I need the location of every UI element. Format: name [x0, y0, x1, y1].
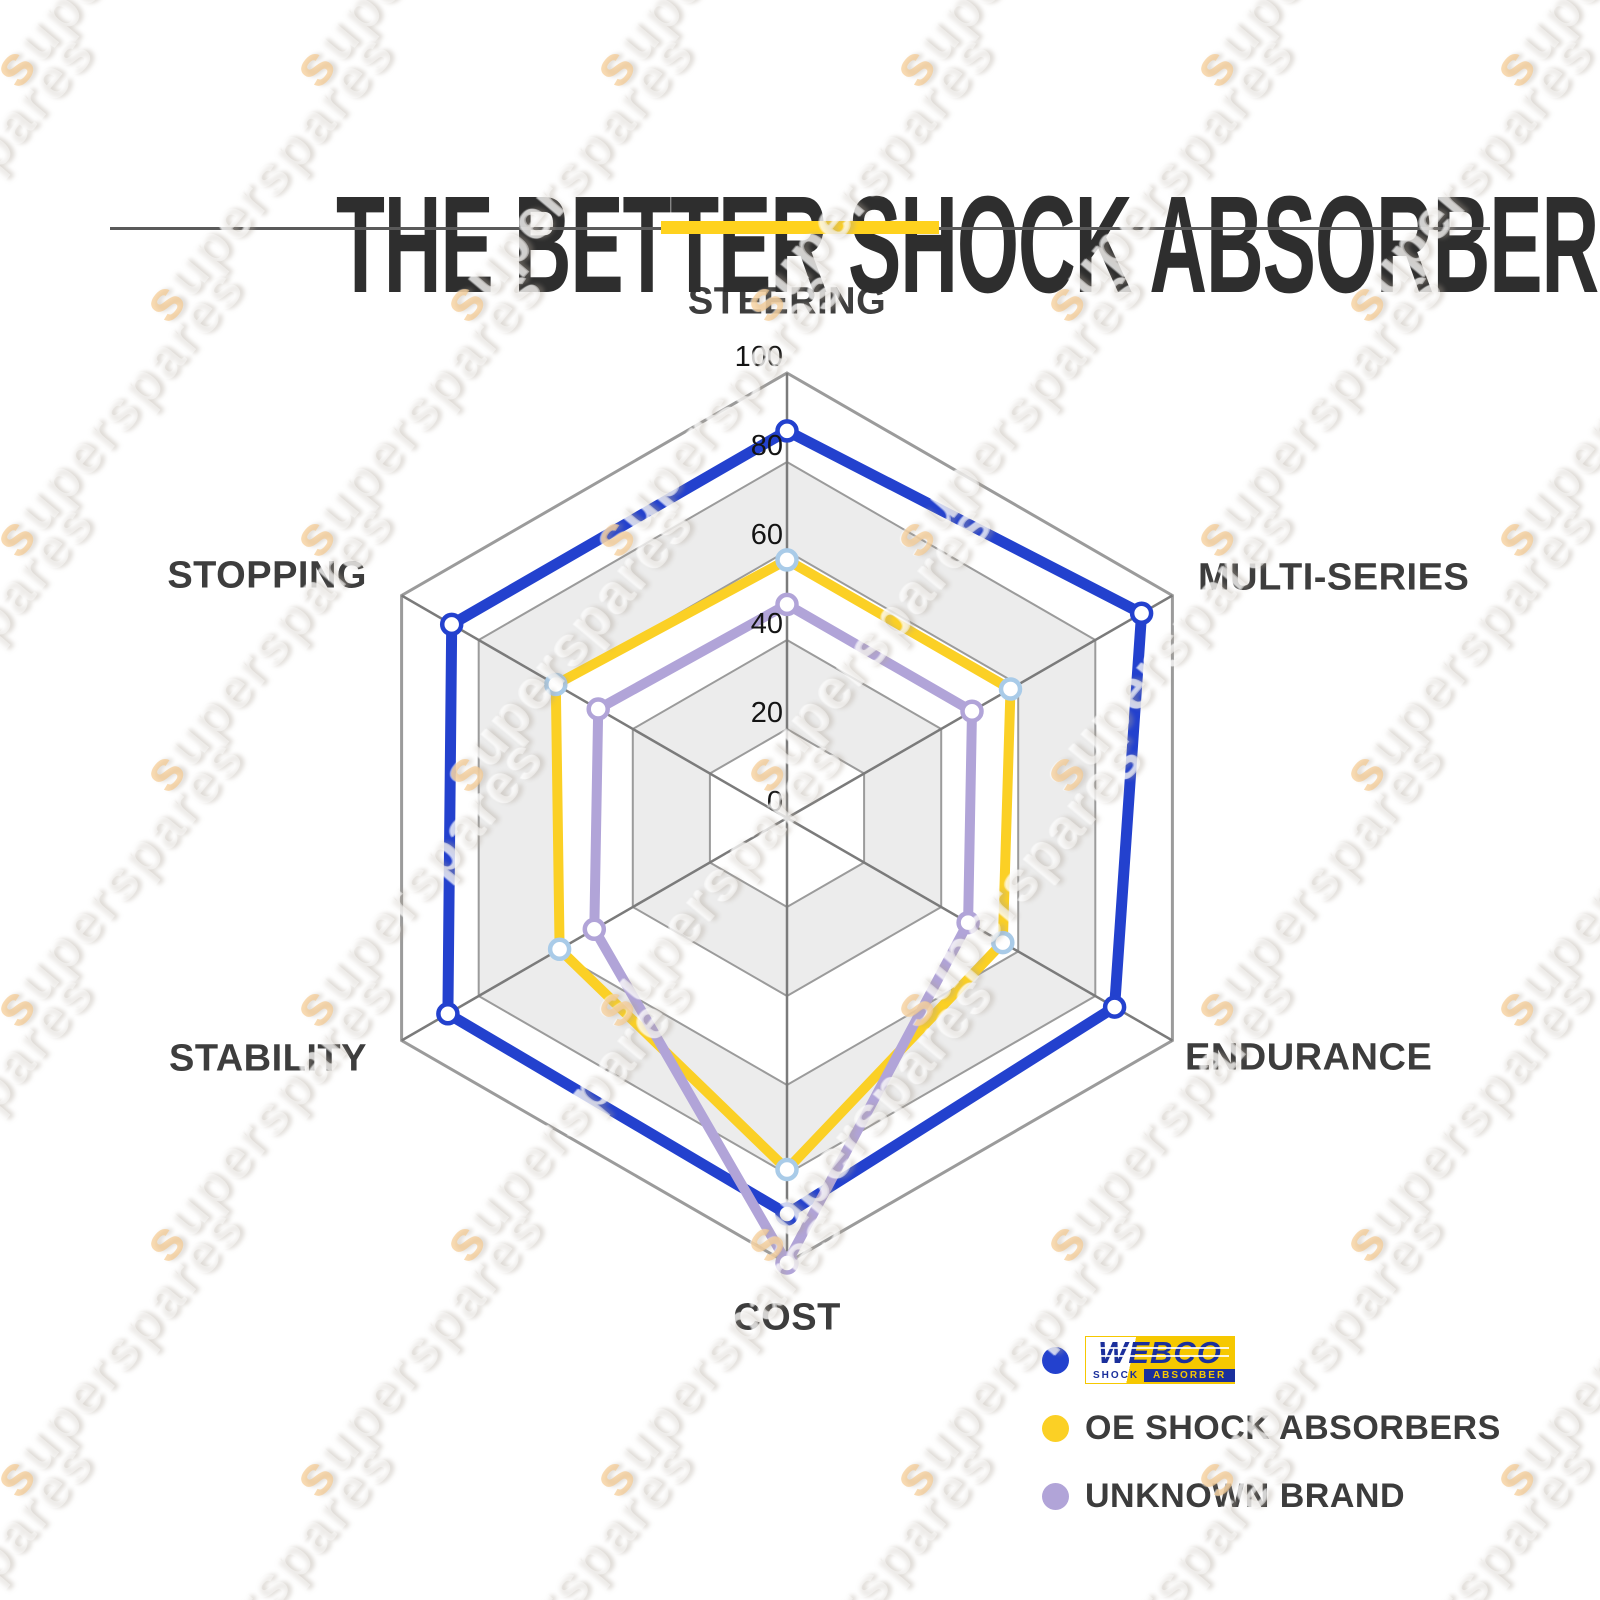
tick-label-100: 100 — [734, 341, 783, 373]
divider-accent-bar — [661, 221, 939, 234]
legend-label-oe: OE SHOCK ABSORBERS — [1085, 1408, 1501, 1447]
series-webco-marker-cost — [775, 1202, 799, 1226]
tick-label-0: 0 — [766, 786, 783, 818]
tick-label-60: 60 — [750, 519, 783, 551]
logo-stripe-decoration — [1091, 1347, 1229, 1349]
axis-label-steering: STEERING — [687, 280, 887, 323]
page-title: THE BETTER SHOCK ABSORBERS — [336, 168, 1600, 323]
logo-stripe-decoration — [1091, 1355, 1229, 1357]
legend-item-webco: WEBCO SHOCK ABSORBER — [1042, 1336, 1501, 1384]
series-oe-shock-absorbers-marker-cost — [775, 1157, 799, 1182]
series-unknown-brand-marker-stopping — [586, 697, 610, 721]
legend-swatch-unknown — [1042, 1482, 1069, 1510]
tick-label-20: 20 — [750, 697, 783, 729]
series-unknown-brand-marker-stability — [582, 917, 607, 942]
series-webco-marker-multi-series — [1129, 601, 1154, 626]
legend-item-unknown: UNKNOWN BRAND — [1042, 1472, 1501, 1520]
series-oe-shock-absorbers-marker-multi-series — [998, 677, 1023, 701]
legend-label-unknown: UNKNOWN BRAND — [1085, 1476, 1406, 1515]
webco-logo-brand: WEBCO — [1098, 1336, 1222, 1370]
series-unknown-brand-marker-cost — [775, 1251, 799, 1275]
series-webco-marker-stopping — [439, 612, 464, 637]
legend-swatch-oe — [1042, 1414, 1069, 1442]
webco-logo-shock-text: SHOCK — [1093, 1370, 1140, 1381]
axis-label-stopping: STOPPING — [167, 554, 367, 597]
series-oe-shock-absorbers-marker-stability — [547, 937, 572, 962]
webco-logo-absorber-text: ABSORBER — [1144, 1369, 1235, 1382]
series-unknown-brand-marker-multi-series — [960, 699, 984, 723]
legend: WEBCO SHOCK ABSORBER OE SHOCK ABSORBERS … — [1042, 1336, 1501, 1520]
legend-swatch-webco — [1042, 1346, 1069, 1374]
axis-label-endurance: ENDURANCE — [1185, 1036, 1433, 1079]
series-unknown-brand-marker-endurance — [956, 910, 980, 935]
webco-logo-subtitle: SHOCK ABSORBER — [1085, 1369, 1235, 1382]
axis-label-multi-series: MULTI-SERIES — [1198, 556, 1470, 599]
series-oe-shock-absorbers-marker-endurance — [991, 930, 1015, 955]
series-webco-marker-endurance — [1102, 995, 1127, 1019]
series-oe-shock-absorbers-marker-steering — [775, 548, 799, 572]
series-oe-shock-absorbers-marker-stopping — [544, 672, 568, 697]
series-webco-marker-stability — [436, 1002, 460, 1026]
series-unknown-brand-marker-steering — [775, 592, 799, 617]
tick-label-80: 80 — [750, 430, 783, 462]
tick-label-40: 40 — [750, 608, 783, 640]
axis-label-stability: STABILITY — [168, 1037, 367, 1080]
webco-logo: WEBCO SHOCK ABSORBER — [1085, 1336, 1235, 1384]
legend-item-oe: OE SHOCK ABSORBERS — [1042, 1404, 1501, 1452]
axis-label-cost: COST — [733, 1296, 841, 1339]
series-webco-marker-steering — [775, 419, 799, 443]
